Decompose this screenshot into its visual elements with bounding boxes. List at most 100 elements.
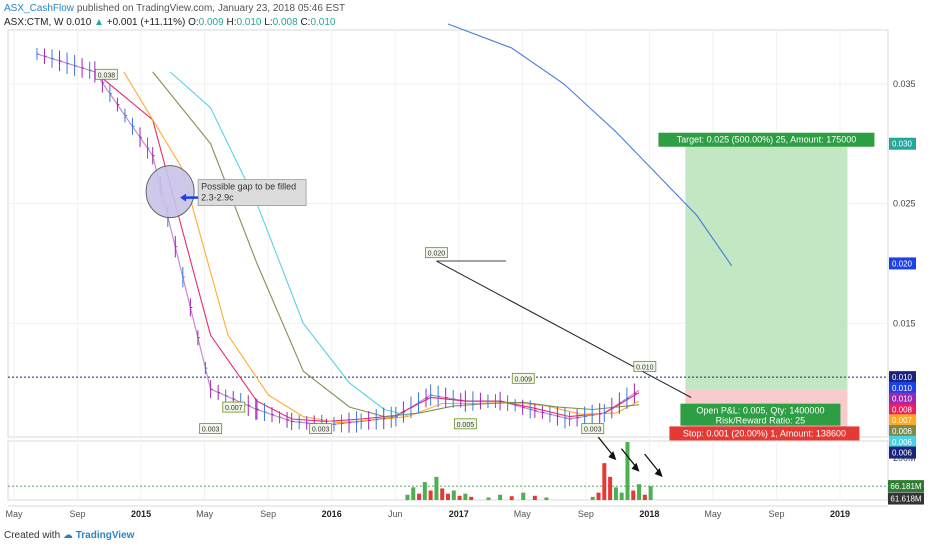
price-tag: 0.006: [892, 438, 913, 447]
x-tick-label: Sep: [768, 509, 784, 519]
ohlc-header: ASX:CTM, W 0.010 ▲ +0.001 (+11.11%) O:0.…: [4, 17, 335, 28]
high-label: H:: [226, 17, 237, 28]
tradingview-logo-icon: ☁: [62, 530, 73, 541]
volume-bar: [469, 496, 474, 500]
price-mark-box: [453, 418, 477, 430]
x-tick-label: 2016: [322, 509, 342, 519]
publish-info: published on TradingView.com, January 23…: [76, 3, 346, 14]
annotation-box[interactable]: [197, 179, 307, 207]
ma-blue-line: [447, 23, 733, 267]
volume-bar: [434, 476, 439, 500]
volume-bar: [422, 482, 427, 500]
ma-cyan-line: [169, 71, 408, 417]
ma-orange-line: [123, 71, 640, 424]
volume-bar: [405, 494, 410, 500]
price-tag-box: [889, 257, 916, 270]
price-mark-label: 0.007: [225, 405, 243, 412]
high-value: 0.010: [236, 17, 262, 28]
y-tick-label: 0.025: [893, 199, 916, 209]
volume-bar: [544, 497, 549, 500]
open-label: O:: [188, 17, 199, 28]
low-value: 0.008: [272, 17, 298, 28]
target-zone: [685, 143, 848, 390]
volume-bar: [428, 490, 433, 500]
price-tag-box: [889, 137, 916, 150]
volume-bar: [590, 496, 595, 500]
price-mark-label: 0.005: [457, 422, 475, 429]
x-tick-label: Sep: [260, 509, 276, 519]
x-tick-label: 2018: [639, 509, 659, 519]
price-tag: 0.030: [892, 140, 913, 149]
volume-bar: [440, 488, 445, 500]
price-mark-box: [425, 247, 448, 259]
symbol-label[interactable]: ASX:CTM, W: [4, 17, 64, 28]
price-mark-label: 0.009: [514, 376, 532, 383]
volume-bar: [451, 490, 456, 500]
price-mark-box: [95, 68, 118, 80]
ma-olive-line: [152, 71, 640, 418]
tradingview-brand[interactable]: TradingView: [75, 530, 135, 541]
y-tick-label: 0.015: [893, 318, 916, 328]
x-tick-label: May: [5, 509, 23, 519]
close-label: C:: [300, 17, 311, 28]
open-value: 0.009: [198, 17, 224, 28]
x-tick-label: 2019: [830, 509, 850, 519]
annotation-arrow-head: [180, 193, 187, 202]
price-mark-label: 0.020: [428, 251, 446, 258]
volume-bar: [417, 493, 422, 500]
volume-bar: [486, 497, 491, 500]
trendline[interactable]: [436, 260, 692, 398]
volume-arrow-head: [608, 451, 617, 461]
volume-bar: [648, 486, 653, 500]
volume-bar: [498, 494, 503, 500]
price-tag: 0.010: [892, 395, 913, 404]
price-tag: 0.008: [892, 405, 913, 414]
price-mark-box: [511, 372, 535, 384]
author-link[interactable]: ASX_CashFlow: [4, 3, 75, 14]
x-tick-label: May: [196, 509, 214, 519]
price-tag-box: [889, 392, 916, 405]
volume-bar: [619, 492, 624, 500]
pnl-label-box[interactable]: [680, 403, 841, 426]
volume-bar: [613, 487, 618, 500]
price-mark-label: 0.038: [98, 72, 116, 79]
price-mark-label: 0.003: [584, 427, 602, 434]
y-tick-label: 0.035: [893, 79, 916, 89]
volume-bar: [625, 442, 630, 500]
stop-label: Stop: 0.001 (20.00%) 1, Amount: 138600: [683, 428, 846, 438]
price-mark-box: [309, 423, 333, 435]
volume-bar: [509, 496, 514, 500]
volume-bar: [608, 476, 613, 500]
price-mark-label: 0.003: [202, 427, 220, 434]
price-tag: 0.007: [892, 416, 913, 425]
low-label: L:: [264, 17, 273, 28]
volume-bar: [463, 493, 468, 500]
price-mark-box: [633, 360, 657, 372]
volume-bar: [521, 492, 526, 500]
volume-tag: 66.181M: [890, 482, 921, 491]
footer: Created with ☁ TradingView: [4, 530, 134, 541]
volume-arrow-head: [654, 467, 663, 477]
up-arrow-icon: ▲: [94, 17, 104, 28]
stop-label-box[interactable]: [669, 426, 860, 441]
volume-bar: [637, 484, 642, 500]
price-tag-box: [889, 425, 916, 438]
gap-circle: [145, 165, 195, 219]
target-label: Target: 0.025 (500.00%) 25, Amount: 1750…: [677, 135, 857, 145]
price-tag: 0.020: [892, 259, 913, 268]
volume-bar: [642, 494, 647, 500]
volume-bar: [457, 495, 462, 500]
price-tag: 0.010: [892, 384, 913, 393]
volume-tag-box: [888, 480, 924, 493]
x-tick-label: Jun: [388, 509, 403, 519]
price-mark-label: 0.010: [636, 364, 654, 371]
price-pane-border: [7, 29, 889, 438]
price-tag-box: [889, 371, 916, 384]
x-tick-label: Sep: [70, 509, 86, 519]
volume-bar: [532, 495, 537, 500]
price-tag: 0.006: [892, 427, 913, 436]
target-label-box[interactable]: [658, 132, 875, 147]
x-tick-label: May: [514, 509, 532, 519]
